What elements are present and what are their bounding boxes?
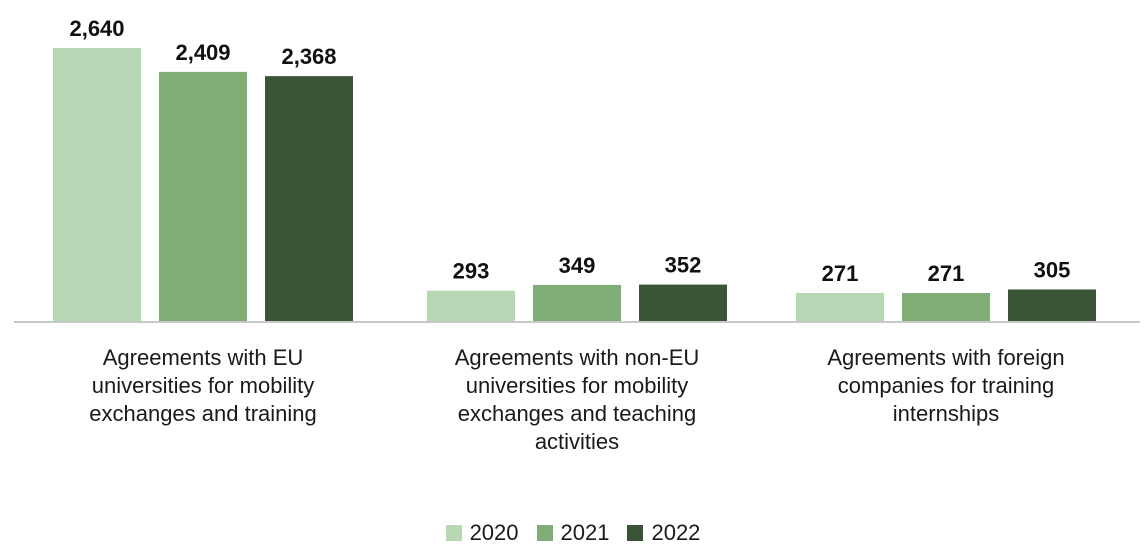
legend-label-2022: 2022 xyxy=(651,520,701,545)
legend-label-2021: 2021 xyxy=(560,520,610,545)
data-label-2021-cat2: 271 xyxy=(928,261,965,286)
data-label-2021-cat0: 2,409 xyxy=(175,40,230,65)
bar-2021-cat1 xyxy=(533,284,621,321)
bar-2021-cat2 xyxy=(902,292,990,321)
legend-swatch-2021 xyxy=(536,525,553,541)
bar-2022-cat1 xyxy=(639,284,727,321)
category-label-1: Agreements with non-EU universities for … xyxy=(454,345,700,454)
legend-item-2020: 2020 xyxy=(445,520,519,546)
bar-2020-cat2 xyxy=(796,292,884,321)
legend-swatch-2022 xyxy=(627,525,644,541)
legend-item-2022: 2022 xyxy=(627,520,700,546)
legend-label-2020: 2020 xyxy=(469,520,519,545)
legend-swatch-2020 xyxy=(445,525,462,541)
data-label-2020-cat1: 293 xyxy=(453,259,490,284)
legend-item-2021: 2021 xyxy=(536,520,610,546)
data-label-2022-cat2: 305 xyxy=(1034,257,1071,282)
data-label-2020-cat2: 271 xyxy=(822,261,859,286)
category-label-0: Agreements with EU universities for mobi… xyxy=(89,345,317,426)
data-label-2020-cat0: 2,640 xyxy=(69,16,124,41)
bar-2021-cat0 xyxy=(159,71,247,321)
bar-2020-cat0 xyxy=(53,48,141,321)
data-label-2021-cat1: 349 xyxy=(559,253,596,278)
bar-2022-cat0 xyxy=(265,76,353,321)
legend: 2020 2021 2022 xyxy=(0,520,1146,546)
bar-2020-cat1 xyxy=(427,290,515,321)
category-label-2: Agreements with foreign companies for tr… xyxy=(827,345,1065,426)
data-label-2022-cat1: 352 xyxy=(665,253,702,278)
data-label-2022-cat0: 2,368 xyxy=(281,44,336,69)
bar-2022-cat2 xyxy=(1008,289,1096,321)
